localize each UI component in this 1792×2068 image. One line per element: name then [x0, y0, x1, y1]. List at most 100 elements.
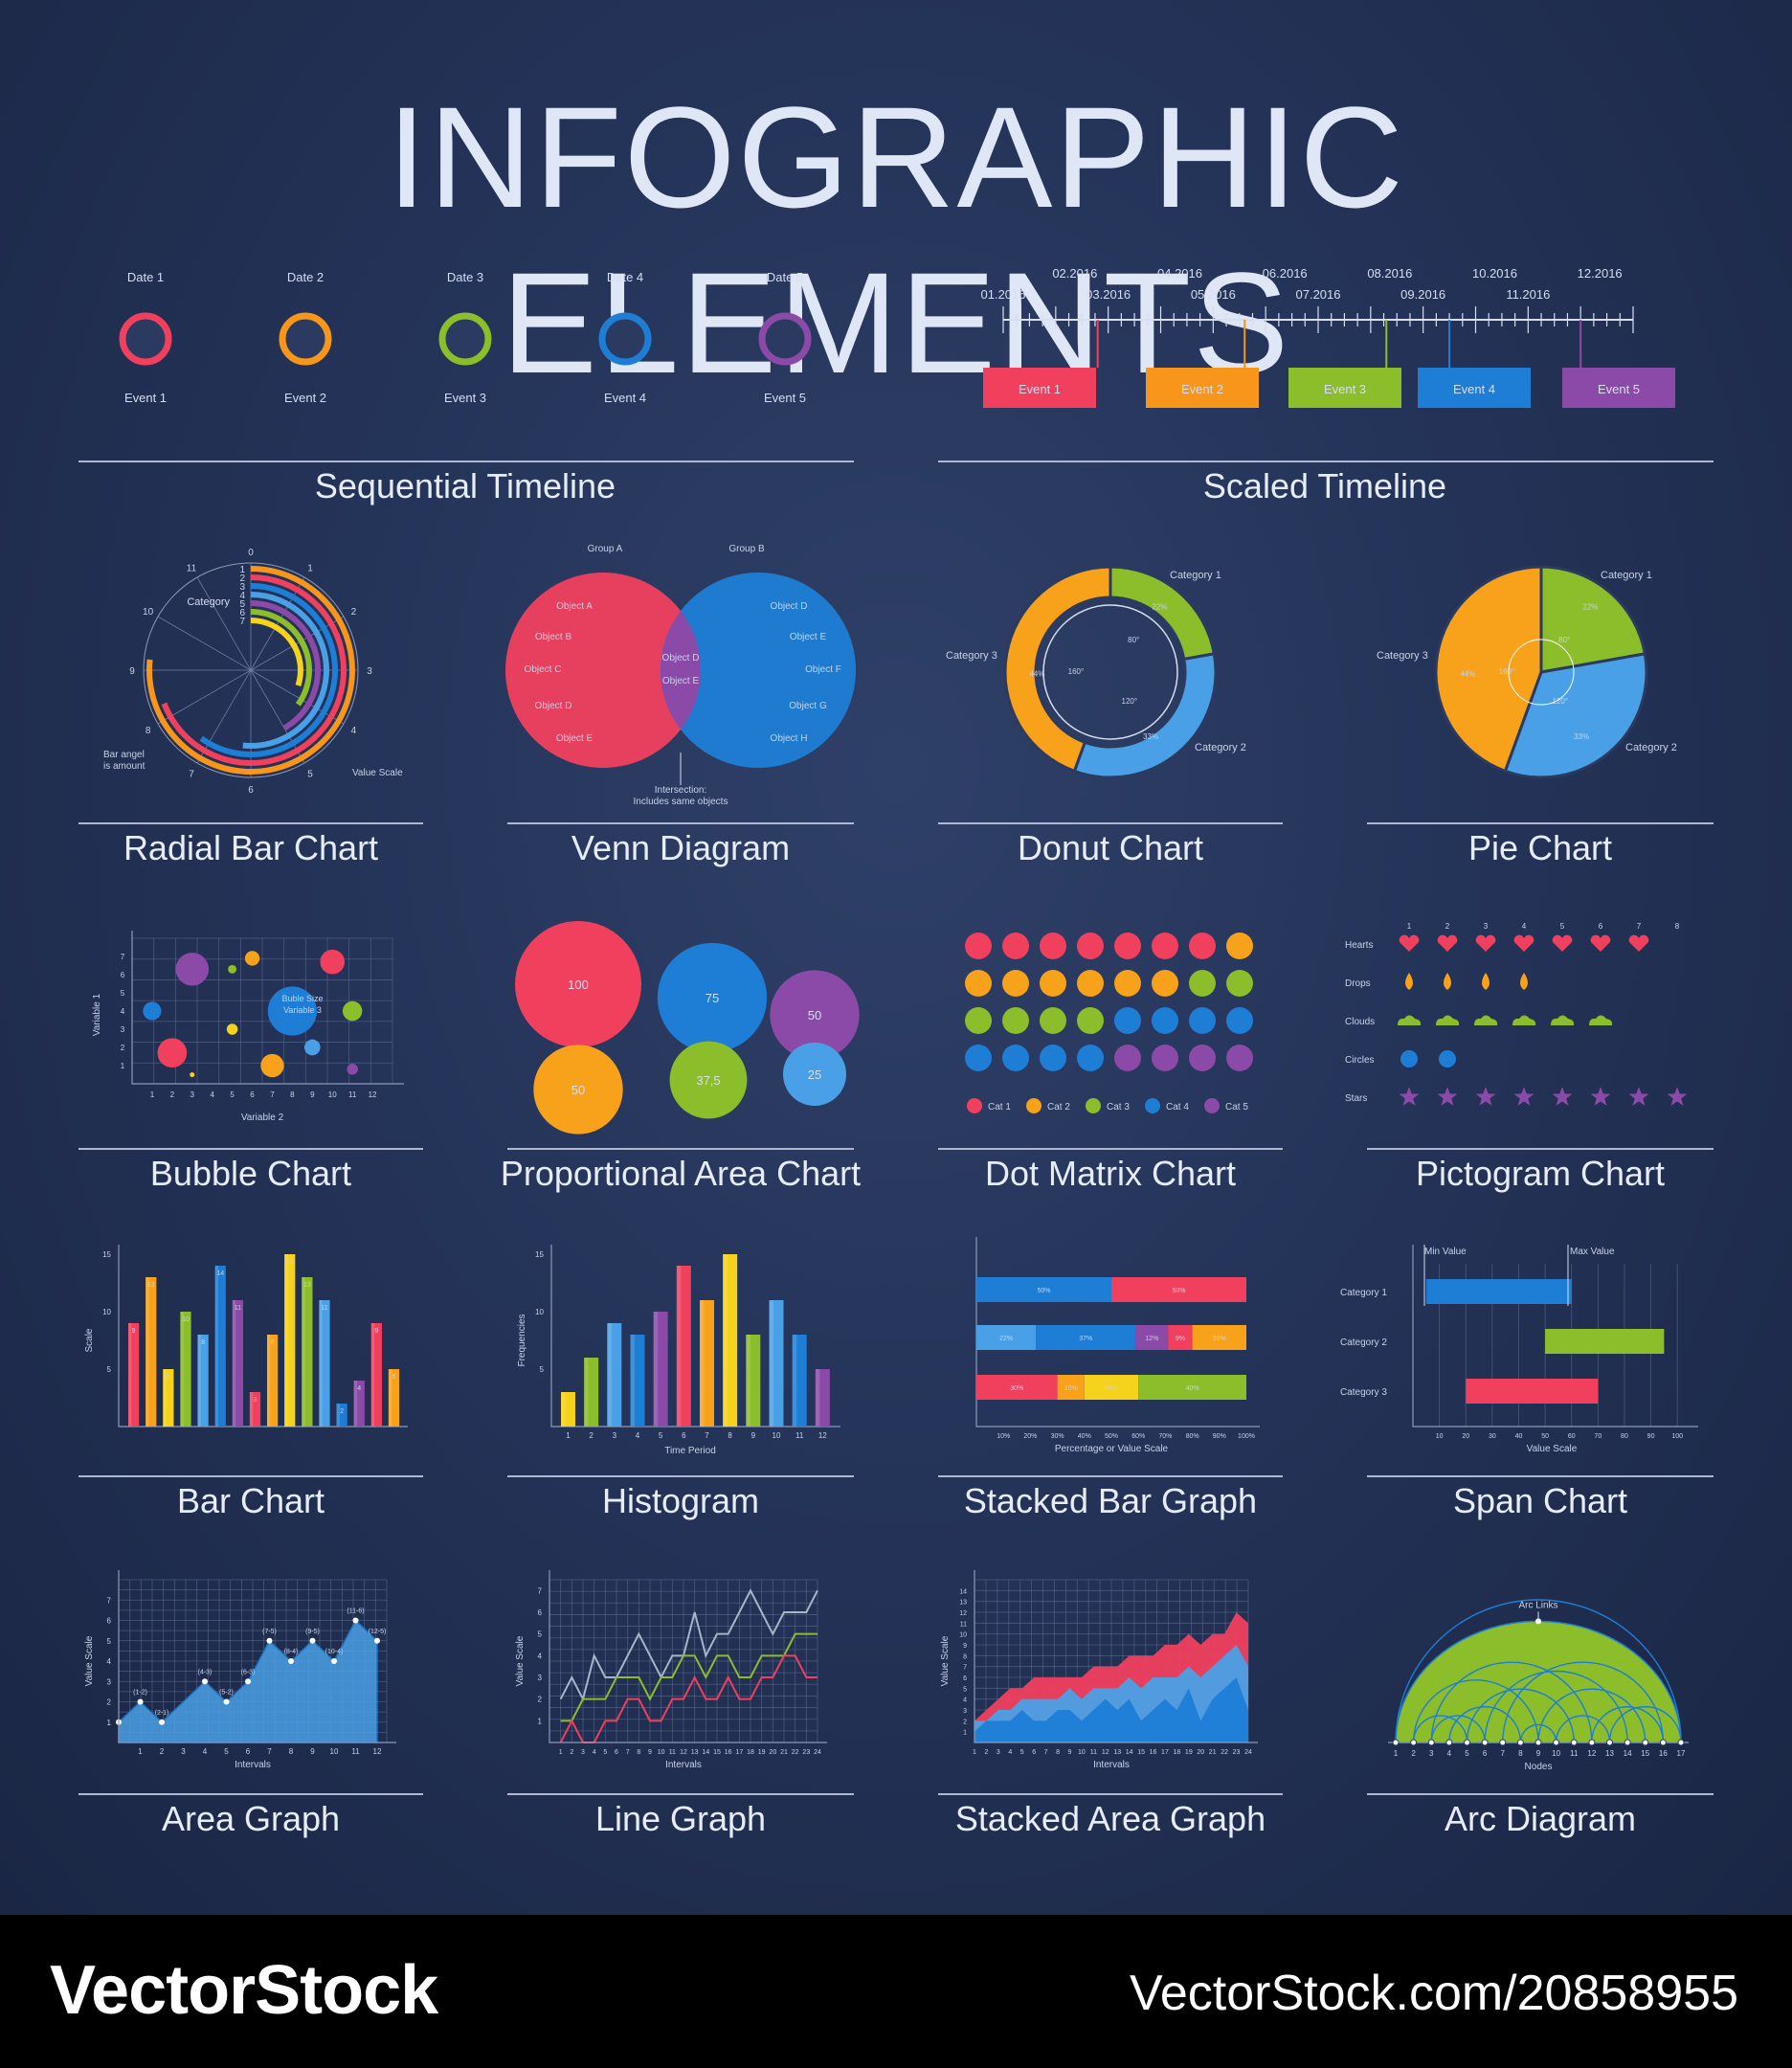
cloud-icon	[1398, 1015, 1422, 1025]
x-tick: 16	[1150, 1749, 1157, 1756]
bar-gloss	[746, 1335, 750, 1427]
axis	[131, 931, 404, 1085]
node-label: 5	[1465, 1749, 1469, 1758]
x-tick: 1	[973, 1749, 976, 1756]
x-label: Percentage or Value Scale	[1055, 1444, 1169, 1454]
x-tick: 6	[682, 1431, 686, 1440]
area-caption: Area Graph	[162, 1799, 340, 1838]
segment-label: 12%	[1145, 1336, 1158, 1342]
bar	[653, 1312, 668, 1427]
y-tick: 1	[963, 1730, 967, 1737]
bar-value: 9	[374, 1328, 378, 1335]
y-tick: 5	[540, 1365, 545, 1374]
x-tick: 12	[373, 1747, 382, 1756]
bar-value: 11	[321, 1305, 327, 1312]
bar-gloss	[370, 1323, 375, 1427]
radial-tick: 9	[129, 666, 135, 677]
venn-item: Object H	[771, 733, 808, 744]
month-label: 04.2016	[1157, 266, 1202, 281]
span-label: Category 2	[1340, 1337, 1387, 1348]
stacked-area	[974, 1677, 1248, 1742]
x-tick: 17	[735, 1749, 743, 1756]
arc-link	[1430, 1715, 1486, 1743]
radial-bar	[161, 574, 347, 766]
radial-bar-number: 4	[239, 591, 245, 601]
radial-tick: 5	[307, 769, 313, 779]
y-tick: 9	[963, 1643, 967, 1650]
donut-chart: Category 1 22% 80° Category 2 33% 120° Categor…	[946, 565, 1246, 779]
venn-note: Includes same objects	[634, 797, 728, 807]
radial-bar	[250, 600, 321, 731]
point-label: (6-3)	[241, 1669, 256, 1675]
bubble	[342, 1000, 363, 1022]
cloud-icon	[1589, 1015, 1613, 1025]
pie-slice-label: Category 3	[1377, 650, 1428, 662]
segment-label: 40%	[1186, 1385, 1199, 1392]
y-tick: 6	[121, 971, 125, 979]
radial-spoke	[157, 669, 252, 725]
arc-caption: Arc Diagram	[1445, 1799, 1636, 1838]
bar	[792, 1335, 807, 1427]
arc-link	[1430, 1661, 1593, 1743]
note-right: Value Scale	[352, 768, 403, 778]
infographic-canvas: Sequential Timeline Scaled Timeline Radial…	[78, 266, 1714, 1838]
bar-gloss	[249, 1392, 254, 1427]
y-tick: 4	[107, 1657, 112, 1666]
bar-gloss	[302, 1277, 305, 1427]
x-tick: 10	[658, 1749, 665, 1756]
x-tick: 100	[1671, 1433, 1683, 1440]
picto-col: 7	[1637, 922, 1642, 931]
pie-pct: 33%	[1574, 732, 1589, 741]
x-tick: 3	[997, 1749, 1000, 1756]
matrix-dot	[1114, 1007, 1141, 1034]
x-tick: 20	[769, 1749, 776, 1756]
event-label: Event 1	[1019, 382, 1061, 396]
legend-label: Cat 5	[1225, 1102, 1248, 1113]
line-series	[559, 1588, 818, 1702]
date-label: Date 4	[607, 270, 643, 284]
matrix-dot	[1152, 933, 1178, 959]
page-title: INFOGRAPHIC ELEMENTS	[387, 77, 1405, 403]
pie-angle: 120°	[1553, 697, 1569, 706]
span-caption: Span Chart	[1453, 1481, 1627, 1520]
bar	[232, 1300, 243, 1427]
y-tick: 4	[963, 1697, 967, 1704]
prop-circle	[533, 1045, 623, 1135]
donut-angle: 160°	[1068, 667, 1085, 676]
bar	[180, 1312, 191, 1427]
radial-tick: 6	[248, 785, 254, 796]
picto-col: 5	[1560, 922, 1565, 931]
bar-gloss	[267, 1335, 271, 1427]
drop-icon	[1444, 973, 1451, 990]
bar-gloss	[214, 1266, 218, 1427]
star-icon	[1552, 1087, 1573, 1106]
radial-bar-number: 1	[239, 565, 245, 575]
matrix-dot	[1226, 970, 1253, 997]
x-tick: 70	[1594, 1433, 1602, 1440]
pie-slice	[1434, 565, 1543, 774]
bar	[370, 1323, 382, 1427]
x-tick: 80	[1621, 1433, 1628, 1440]
area-point	[288, 1658, 294, 1664]
y-tick: 2	[107, 1698, 112, 1707]
sarea-caption: Stacked Area Graph	[955, 1799, 1266, 1838]
bar-value: 3	[254, 1397, 258, 1404]
venn-item: Object C	[525, 664, 562, 675]
segment-label: 20%	[1105, 1385, 1118, 1392]
bar-gloss	[700, 1300, 705, 1427]
x-tick: 7	[267, 1747, 272, 1756]
bar-value: 15	[286, 1259, 294, 1266]
radial-tick: 10	[143, 607, 154, 618]
matrix-dot	[1114, 933, 1141, 959]
y-tick: 10	[102, 1308, 111, 1316]
arc-link	[1591, 1706, 1665, 1743]
arc-link	[1395, 1599, 1682, 1743]
x-tick: 9	[648, 1749, 652, 1756]
prop-label: 75	[706, 991, 719, 1005]
x-tick: 2	[170, 1090, 175, 1099]
donut-slice	[1072, 652, 1218, 779]
point-label: (8-4)	[284, 1649, 299, 1655]
event-label: Event 4	[604, 391, 646, 405]
x-tick: 15	[1137, 1749, 1145, 1756]
matrix-dot	[1077, 970, 1104, 997]
